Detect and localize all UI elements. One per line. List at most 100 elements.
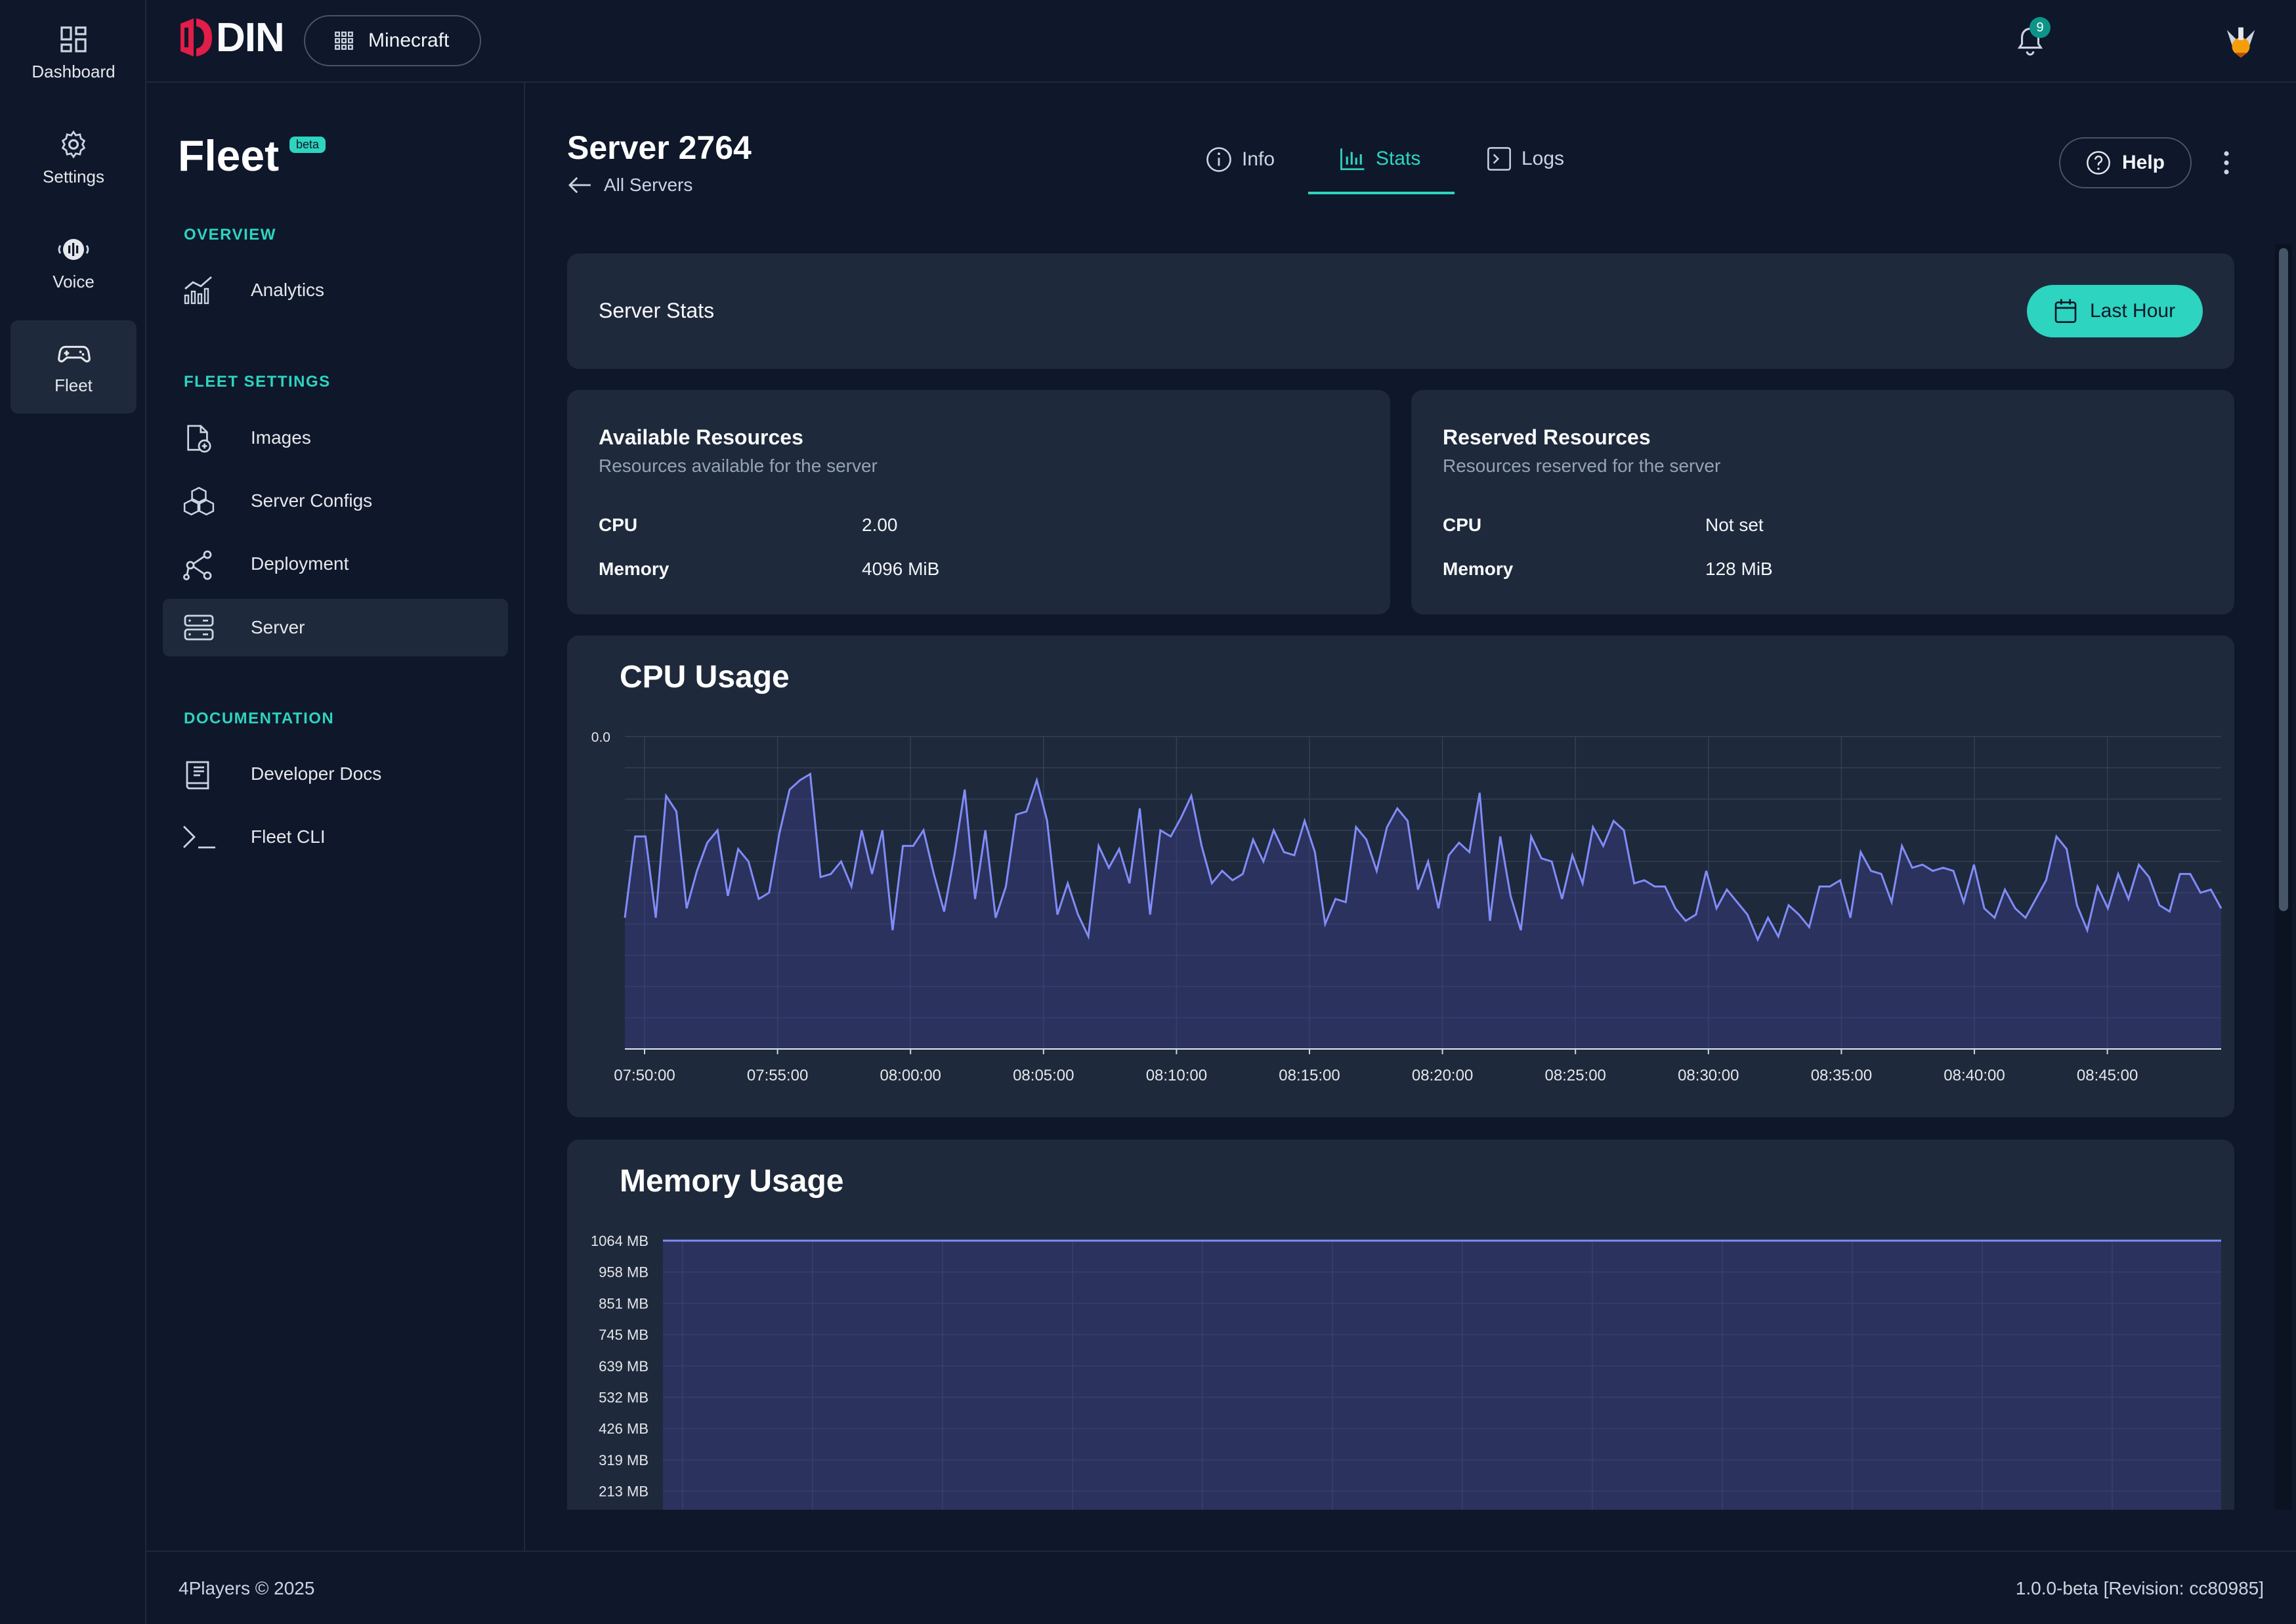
terminal-window-icon (1487, 147, 1511, 171)
memory-usage-chart: 1064 MB 958 MB 851 MB 745 MB 639 MB 532 MB 426… (591, 1233, 2221, 1510)
help-button[interactable]: Help (2059, 137, 2192, 188)
y-tick-label: 213 MB (599, 1484, 648, 1500)
sidebar-item-images[interactable]: Images (163, 409, 508, 467)
reserved-resources-card (1411, 390, 2234, 614)
app-name: Minecraft (368, 30, 450, 51)
x-tick-label: 08:10:00 (1146, 1067, 1207, 1084)
active-tab-indicator (1308, 192, 1455, 194)
rail-label: Voice (53, 272, 95, 291)
sidebar-title: Fleet (178, 131, 280, 180)
analytics-icon (184, 276, 212, 305)
tab-stats[interactable]: Stats (1339, 146, 1420, 172)
x-tick-label: 08:00:00 (880, 1067, 941, 1084)
x-tick-label: 07:55:00 (747, 1067, 808, 1084)
sidebar-item-fleet-cli[interactable]: Fleet CLI (163, 808, 508, 866)
x-tick-label: 08:45:00 (2077, 1067, 2138, 1084)
reserved-resources-title: Reserved Resources (1443, 425, 1651, 449)
y-tick-label: 426 MB (599, 1421, 648, 1437)
terminal-icon (183, 826, 215, 849)
footer-copyright: 4Players © 2025 (179, 1578, 315, 1598)
back-link-label: All Servers (604, 175, 693, 195)
back-to-all-servers-link[interactable]: All Servers (567, 175, 692, 196)
server-stats-card (567, 253, 2234, 369)
rail-item-settings[interactable]: Settings (11, 112, 137, 205)
x-tick-label: 08:40:00 (1944, 1067, 2005, 1084)
app-switcher-button[interactable]: Minecraft (304, 15, 481, 66)
odin-logo-icon (181, 18, 212, 56)
x-tick-label: 08:25:00 (1544, 1067, 1605, 1084)
rail-item-dashboard[interactable]: Dashboard (11, 7, 137, 100)
sidebar-item-deployment[interactable]: Deployment (163, 535, 508, 593)
y-tick-label: 319 MB (599, 1452, 648, 1468)
time-range-button[interactable]: Last Hour (2027, 285, 2203, 337)
brand-logo[interactable]: DIN (177, 14, 285, 60)
x-tick-label: 08:15:00 (1279, 1067, 1340, 1084)
sidebar-item-label: Developer Docs (251, 763, 382, 784)
sidebar-item-developer-docs[interactable]: Developer Docs (163, 745, 508, 803)
sidebar-item-analytics[interactable]: Analytics (163, 261, 508, 319)
scrollbar-thumb[interactable] (2279, 248, 2288, 911)
reserved-memory-value: 128 MiB (1705, 559, 1773, 579)
tab-label: Logs (1521, 148, 1565, 169)
footer: 4Players © 2025 1.0.0-beta [Revision: cc… (146, 1550, 2296, 1624)
available-memory-value: 4096 MiB (862, 559, 940, 579)
grid-icon (335, 32, 353, 50)
sidebar-item-label: Fleet CLI (251, 826, 326, 847)
question-circle-icon (2087, 151, 2110, 175)
available-cpu-value: 2.00 (862, 515, 898, 535)
server-stats-title: Server Stats (599, 299, 715, 322)
sidebar-item-label: Deployment (251, 553, 349, 574)
server-icon (184, 614, 214, 641)
available-cpu-label: CPU (599, 515, 638, 535)
tab-label: Info (1242, 148, 1275, 170)
y-tick-label: 0.0 (591, 730, 610, 745)
x-tick-label: 08:35:00 (1811, 1067, 1872, 1084)
sidebar-item-server[interactable]: Server (163, 599, 508, 656)
memory-area-fill (663, 1241, 2221, 1510)
x-tick-label: 08:05:00 (1013, 1067, 1074, 1084)
sidebar-item-label: Analytics (251, 280, 325, 300)
cpu-series-line (624, 772, 2222, 943)
sidebar-item-label: Server (251, 617, 305, 637)
x-tick-label: 08:30:00 (1678, 1067, 1739, 1084)
calendar-icon (2054, 299, 2077, 323)
y-tick-label: 1064 MB (591, 1233, 648, 1249)
gamepad-icon (58, 345, 91, 363)
y-tick-label: 745 MB (599, 1327, 648, 1343)
info-icon (1206, 147, 1231, 172)
tab-logs[interactable]: Logs (1486, 146, 1564, 172)
tab-info[interactable]: Info (1205, 146, 1275, 173)
book-icon (186, 761, 209, 790)
bar-chart-icon (1340, 148, 1365, 171)
cpu-chart-title: CPU Usage (620, 660, 790, 694)
voice-icon (58, 239, 89, 260)
top-bar: DIN Minecraft (146, 0, 2296, 83)
available-resources-subtitle: Resources available for the server (599, 456, 878, 476)
rail-item-fleet[interactable]: Fleet (11, 320, 137, 414)
user-avatar[interactable] (2222, 22, 2260, 60)
dashboard-icon (60, 26, 87, 53)
rail-label: Dashboard (32, 62, 116, 81)
available-resources-card (567, 390, 1390, 614)
available-resources-title: Available Resources (599, 425, 803, 449)
notification-badge: 9 (2030, 17, 2051, 38)
x-tick-label: 07:50:00 (614, 1067, 675, 1084)
share-nodes-icon (183, 550, 212, 581)
reserved-resources-subtitle: Resources reserved for the server (1443, 456, 1721, 476)
beta-badge: beta (289, 137, 326, 153)
app-rail: Dashboard Settings Voice Fleet (0, 0, 146, 1624)
sidebar-item-server-configs[interactable]: Server Configs (163, 472, 508, 530)
rail-item-voice[interactable]: Voice (11, 217, 137, 310)
y-tick-label: 851 MB (599, 1295, 648, 1312)
memory-usage-card (567, 1140, 2234, 1510)
logo-text: DIN (216, 14, 285, 60)
gear-icon (61, 130, 86, 159)
reserved-cpu-value: Not set (1705, 515, 1764, 535)
x-tick-label: 08:20:00 (1412, 1067, 1473, 1084)
more-options-icon[interactable] (2220, 150, 2233, 176)
rail-label: Settings (43, 167, 104, 186)
help-label: Help (2122, 152, 2165, 173)
cpu-area-fill (625, 774, 2221, 1049)
cpu-usage-card (567, 635, 2234, 1117)
footer-version: 1.0.0-beta [Revision: cc80985] (2015, 1578, 2264, 1598)
